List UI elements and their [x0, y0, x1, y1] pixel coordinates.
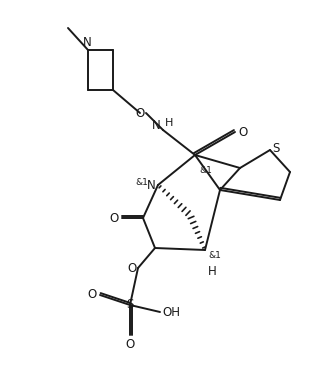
- Text: H: H: [165, 118, 173, 128]
- Text: H: H: [208, 265, 216, 278]
- Text: S: S: [126, 298, 134, 312]
- Text: N: N: [82, 36, 91, 49]
- Text: N: N: [152, 119, 161, 132]
- Text: O: O: [125, 338, 135, 351]
- Text: S: S: [272, 141, 279, 154]
- Text: &1: &1: [208, 251, 221, 260]
- Text: O: O: [238, 126, 247, 138]
- Text: O: O: [128, 261, 137, 275]
- Text: N: N: [147, 178, 156, 191]
- Text: &1: &1: [136, 178, 149, 187]
- Text: O: O: [135, 107, 145, 120]
- Text: O: O: [88, 288, 97, 301]
- Text: O: O: [110, 212, 119, 224]
- Text: &1: &1: [199, 166, 212, 175]
- Text: OH: OH: [162, 306, 180, 319]
